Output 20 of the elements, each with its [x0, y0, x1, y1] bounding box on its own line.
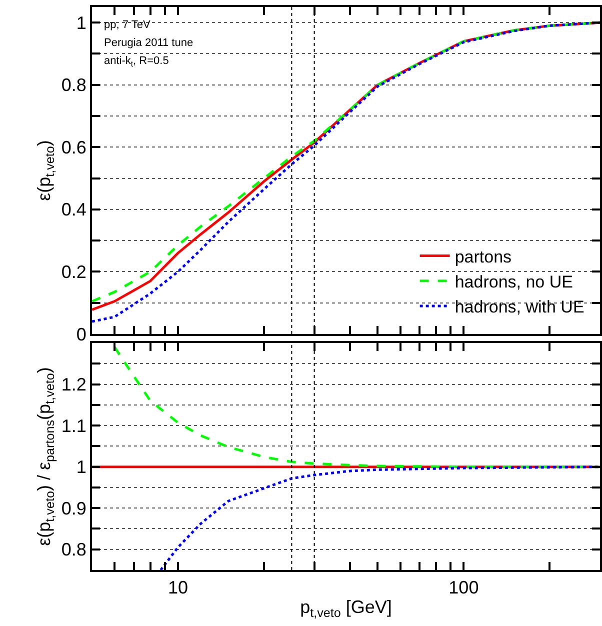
- x-tick-label: 10: [168, 578, 188, 598]
- x-tick-label: 100: [448, 578, 479, 598]
- y-tick-label: 0.4: [61, 200, 86, 220]
- y-tick-label: 0.9: [61, 498, 86, 518]
- y-tick-label: 0.2: [61, 262, 86, 282]
- annotation: anti-k$_{t}$, R=0.5: [104, 55, 169, 68]
- y-tick-label: 0.8: [61, 75, 86, 96]
- y-tick-label: 1.1: [61, 416, 86, 436]
- legend-label: hadrons, no UE: [454, 272, 573, 292]
- y-tick-label: 1.2: [61, 374, 86, 395]
- x-axis-title: p$_{t,veto}$ [GeV]: [300, 597, 392, 620]
- y-tick-label: 1: [76, 457, 86, 478]
- y-tick-label: 0.6: [61, 137, 86, 158]
- y-tick-label: 0.8: [61, 540, 86, 560]
- annotation: Perugia 2011 tune: [104, 37, 194, 49]
- y-tick-label: 0: [76, 324, 86, 344]
- annotation: pp, 7 TeV: [104, 19, 151, 31]
- legend-label: partons: [454, 247, 512, 266]
- legend-label: hadrons, with UE: [454, 298, 584, 317]
- y-tick-label: 1: [76, 12, 86, 33]
